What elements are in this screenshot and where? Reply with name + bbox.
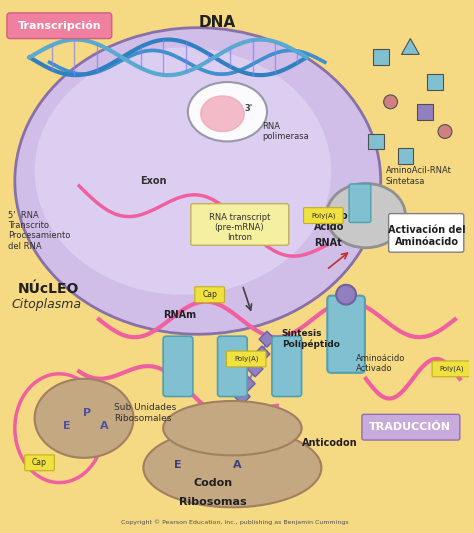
Polygon shape (247, 361, 263, 377)
Polygon shape (254, 346, 270, 362)
Ellipse shape (143, 428, 321, 507)
Text: Exon: Exon (140, 176, 166, 186)
Text: E: E (174, 460, 182, 470)
Text: Amino
Ácido: Amino Ácido (314, 211, 349, 232)
Ellipse shape (35, 47, 331, 295)
Text: Sub Unidades
Ribosomales: Sub Unidades Ribosomales (114, 403, 176, 423)
FancyBboxPatch shape (7, 13, 112, 38)
FancyBboxPatch shape (303, 208, 343, 223)
Text: Síntesis
Polípéptido: Síntesis Polípéptido (282, 329, 340, 349)
FancyBboxPatch shape (195, 287, 225, 303)
Text: A: A (233, 460, 242, 470)
FancyBboxPatch shape (328, 296, 365, 373)
FancyBboxPatch shape (349, 184, 371, 222)
Text: Copyright © Pearson Education, Inc., publishing as Benjamin Cummings: Copyright © Pearson Education, Inc., pub… (120, 520, 348, 525)
Polygon shape (259, 332, 275, 347)
Text: DNA: DNA (199, 15, 236, 30)
Text: Poly(A): Poly(A) (234, 356, 258, 362)
Polygon shape (201, 96, 244, 132)
Text: A: A (100, 421, 108, 431)
Text: Ribosomas: Ribosomas (179, 497, 246, 507)
Text: NÚcLEO: NÚcLEO (18, 282, 79, 296)
Text: 5'  RNA
Transcrito
Procesamiento
del RNA: 5' RNA Transcrito Procesamiento del RNA (8, 211, 70, 251)
Polygon shape (234, 389, 250, 405)
Text: Activación del
Aminóacido: Activación del Aminóacido (388, 225, 466, 247)
Text: RNAm: RNAm (163, 310, 196, 319)
Bar (427, 74, 443, 90)
Text: Cap: Cap (202, 290, 217, 299)
Text: Poly(A): Poly(A) (440, 366, 464, 372)
Text: Citoplasma: Citoplasma (12, 297, 82, 311)
Polygon shape (239, 376, 255, 392)
Text: Cap: Cap (32, 458, 47, 467)
Text: RNA
polimerasa: RNA polimerasa (262, 122, 309, 141)
Text: Aminoácido
Activado: Aminoácido Activado (356, 354, 405, 374)
FancyBboxPatch shape (362, 414, 460, 440)
FancyBboxPatch shape (389, 214, 464, 252)
Text: RNAt: RNAt (314, 238, 342, 248)
Text: AminoAcil-RNAt
Sintetasa: AminoAcil-RNAt Sintetasa (386, 166, 452, 185)
FancyBboxPatch shape (191, 204, 289, 245)
Ellipse shape (163, 401, 301, 455)
Text: Anticodon: Anticodon (301, 438, 357, 448)
Ellipse shape (188, 82, 267, 141)
Text: 3': 3' (244, 104, 253, 113)
Ellipse shape (326, 183, 405, 248)
Circle shape (383, 95, 398, 109)
Text: RNA transcript
(pre-mRNA)
Intron: RNA transcript (pre-mRNA) Intron (209, 213, 270, 243)
FancyBboxPatch shape (227, 351, 266, 367)
Bar (368, 133, 383, 149)
Text: Codon: Codon (193, 478, 232, 488)
Text: TRADUCCIÓN: TRADUCCIÓN (369, 422, 451, 432)
Ellipse shape (35, 379, 134, 458)
FancyBboxPatch shape (272, 336, 301, 397)
FancyBboxPatch shape (0, 310, 469, 530)
Text: Transcripción: Transcripción (18, 20, 101, 31)
Text: E: E (64, 421, 71, 431)
Bar (417, 104, 433, 119)
Ellipse shape (15, 28, 381, 334)
FancyBboxPatch shape (432, 361, 472, 377)
Text: Poly(A): Poly(A) (311, 212, 336, 219)
Circle shape (336, 285, 356, 304)
FancyBboxPatch shape (25, 455, 55, 471)
Circle shape (438, 125, 452, 139)
Text: P: P (83, 408, 91, 418)
Polygon shape (401, 38, 419, 54)
FancyBboxPatch shape (163, 336, 193, 397)
Bar (398, 148, 413, 164)
FancyBboxPatch shape (218, 336, 247, 397)
Bar (373, 50, 389, 65)
